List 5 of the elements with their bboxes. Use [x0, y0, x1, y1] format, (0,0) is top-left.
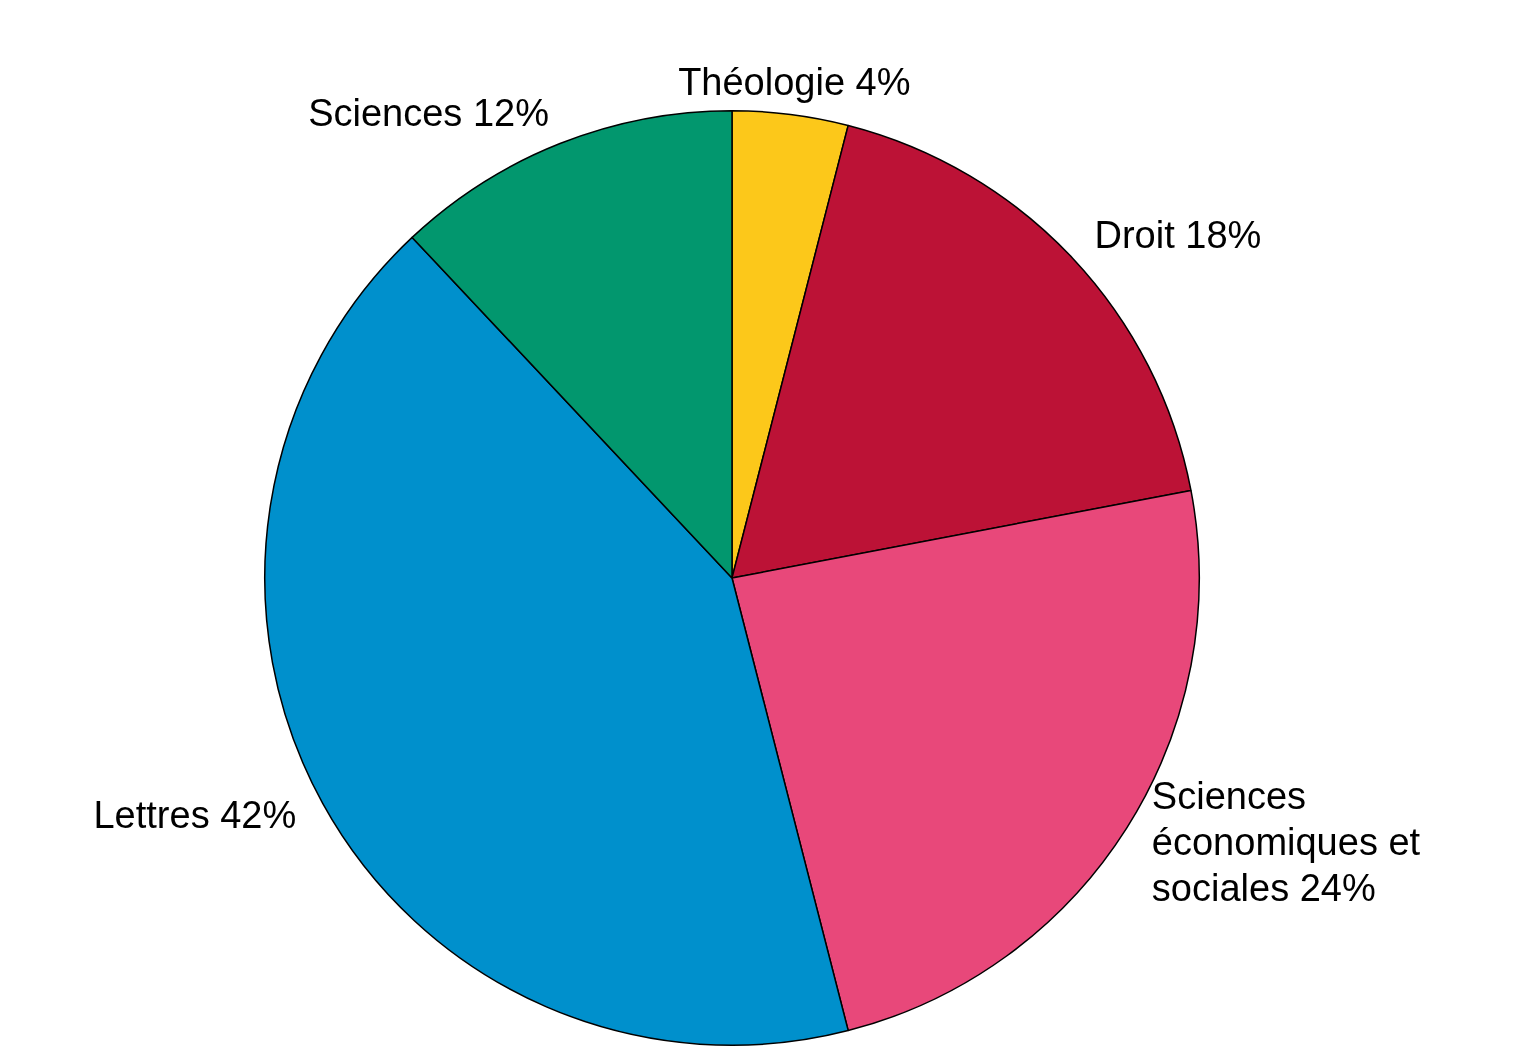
slice-label: Droit 18%	[1094, 214, 1262, 257]
slice-label: Lettres 42%	[93, 794, 297, 837]
slice-label: Théologie 4%	[678, 61, 911, 104]
slice-label: Sciences économiques et sociales 24%	[1151, 774, 1421, 909]
category-label: Sciences 12%	[308, 92, 549, 135]
